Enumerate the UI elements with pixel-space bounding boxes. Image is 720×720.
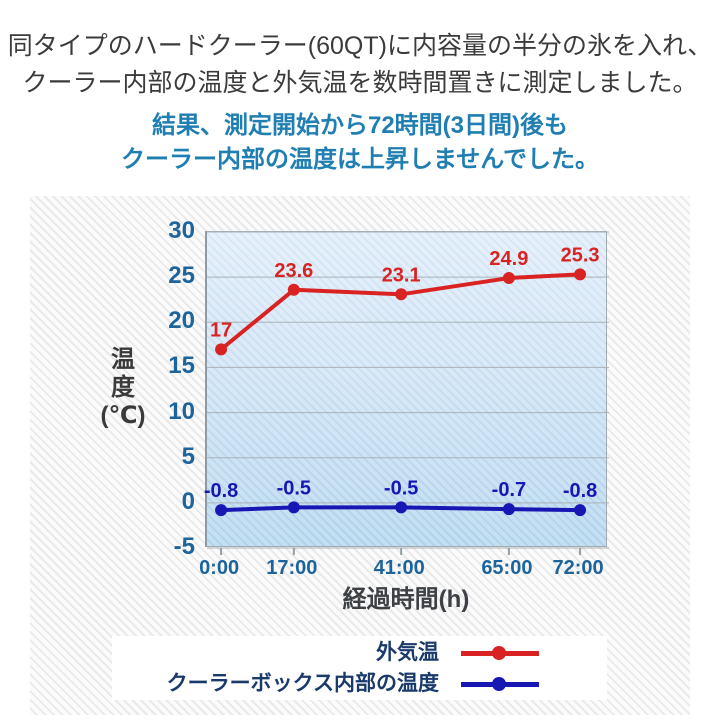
- chart-card: 温 度 (℃) 30 25 20 15 10 5 0 -5 17 23.6 23.1 24.9 25.…: [30, 196, 690, 715]
- data-point-label: 17: [210, 319, 232, 341]
- y-tick-label: 5: [181, 442, 195, 470]
- header-text-block: 同タイプのハードクーラー(60QT)に内容量の半分の氷を入れ、 クーラー内部の温…: [0, 28, 720, 177]
- y-axis-title-line-3: (℃): [100, 402, 146, 429]
- legend-row-outside-temp: 外気温: [376, 641, 539, 665]
- data-point-marker: [574, 504, 587, 517]
- y-axis-tick-labels: 30 25 20 15 10 5 0 -5: [129, 218, 195, 560]
- y-axis-title-line-2: 度: [111, 374, 135, 401]
- data-point-marker: [215, 343, 228, 356]
- data-point-marker: [502, 272, 515, 285]
- x-tick-label: 41:00: [373, 557, 425, 579]
- data-point-label: 24.9: [489, 248, 528, 270]
- x-tick-label: 65:00: [481, 557, 533, 579]
- header-accent-line-1: 結果、測定開始から72時間(3日間)後も: [151, 112, 569, 139]
- data-point-label: 25.3: [561, 244, 600, 266]
- data-point-label: -0.8: [563, 480, 597, 502]
- data-point-marker: [502, 503, 515, 516]
- y-tick-label: 20: [168, 307, 195, 335]
- line-chart-svg: 17 23.6 23.1 24.9 25.3 -0.8 -0.5 -0.5 -0.7 -0.8: [204, 231, 609, 555]
- header-accent-line-2: クーラー内部の温度は上昇しませんでした。: [120, 146, 600, 173]
- data-point-marker: [395, 501, 408, 514]
- y-tick-label: 25: [168, 262, 195, 290]
- data-point-label: -0.8: [204, 480, 238, 502]
- legend-label-outside-temp: 外気温: [376, 640, 439, 664]
- legend-marker-blue-dot: [492, 676, 506, 691]
- legend-swatch-outside-temp: [461, 645, 539, 660]
- legend-row-cooler-temp: クーラーボックス内部の温度: [167, 672, 539, 696]
- data-point-marker: [574, 268, 587, 281]
- data-point-label: 23.6: [274, 260, 313, 282]
- data-point-label: -0.5: [277, 477, 311, 499]
- data-point-marker: [287, 283, 300, 296]
- legend-swatch-cooler-temp: [461, 676, 539, 691]
- y-tick-label: 15: [168, 352, 195, 380]
- y-axis-title: 温 度 (℃): [88, 346, 158, 430]
- x-tick-label: 0:00: [199, 557, 240, 579]
- legend-box: 外気温 クーラーボックス内部の温度: [112, 636, 607, 700]
- header-accent-block: 結果、測定開始から72時間(3日間)後も クーラー内部の温度は上昇しませんでした…: [0, 109, 720, 177]
- x-tick-label: 72:00: [552, 557, 604, 579]
- header-line-2: クーラー内部の温度と外気温を数時間置きに測定しました。: [22, 69, 698, 97]
- data-point-label: -0.5: [384, 477, 418, 499]
- data-point-marker: [287, 501, 300, 514]
- header-line-1: 同タイプのハードクーラー(60QT)に内容量の半分の氷を入れ、: [7, 32, 713, 60]
- y-axis-title-line-1: 温: [111, 346, 135, 373]
- data-point-marker: [215, 504, 228, 517]
- x-axis-title: 経過時間(h): [342, 586, 470, 613]
- data-point-label: -0.7: [492, 479, 526, 501]
- x-tick-label: 17:00: [266, 557, 318, 579]
- y-tick-label: 0: [181, 487, 195, 515]
- y-tick-label: -5: [173, 533, 195, 560]
- y-tick-label: 30: [168, 217, 195, 244]
- plot-area: 17 23.6 23.1 24.9 25.3 -0.8 -0.5 -0.5 -0.7 -0.8: [204, 231, 609, 555]
- data-point-marker: [395, 288, 408, 301]
- legend-label-cooler-temp: クーラーボックス内部の温度: [166, 671, 439, 695]
- y-tick-label: 10: [168, 397, 195, 425]
- data-point-label: 23.1: [382, 264, 421, 286]
- legend-marker-red-dot: [492, 645, 506, 660]
- x-axis-tick-labels: 0:00 17:00 41:00 65:00 72:00: [199, 556, 607, 580]
